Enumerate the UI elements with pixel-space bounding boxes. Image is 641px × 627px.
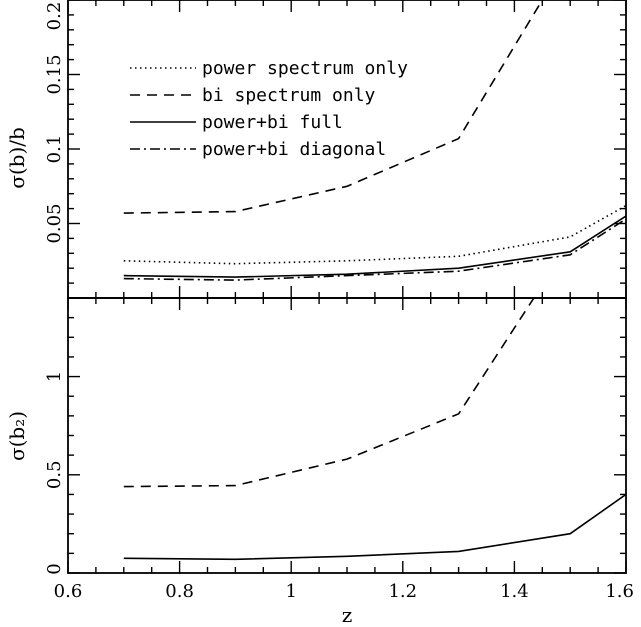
top-y-tick-label: 0.15 [44,54,65,94]
legend-entry-label: bi spectrum only [202,85,376,106]
bottom-y-tick-label: 0.5 [44,460,65,489]
x-tick-label: 0.6 [54,581,83,602]
x-tick-label: 1.6 [605,581,634,602]
bottom-series-solid-line [123,493,626,561]
top-series-dashed-line [123,0,543,214]
top-series-solid-line [123,215,626,278]
top-panel: 0.05 0.1 0.15 0.2 power spectrum only bi spec… [44,0,627,299]
bottom-y-tick-label: 1 [44,371,65,382]
x-axis-ticks: 0.6 0.8 1 1.2 1.4 1.6 [54,581,634,602]
bottom-plot-frame [67,297,627,574]
top-y-axis-label: σ(b)/b [5,127,29,189]
x-tick-label: 1.2 [388,581,417,602]
bottom-panel: 00.51 [44,297,627,575]
x-tick-label: 0.8 [165,581,194,602]
bottom-y-axis-label: σ(b₂) [5,411,29,461]
x-axis-label: z [342,603,353,627]
legend-entry-label: power+bi diagonal [202,139,386,160]
top-y-tick-label: 0.2 [44,2,65,31]
top-series-dashdot-line [123,218,626,281]
bottom-series-dashed-line [123,298,535,488]
x-tick-label: 1 [285,581,296,602]
legend-entry-label: power+bi full [202,112,343,133]
legend: power spectrum only bi spectrum only power… [130,58,408,160]
legend-entry-label: power spectrum only [202,58,408,79]
top-y-tick-label: 0.1 [44,135,65,164]
top-y-tick-label: 0.05 [44,203,65,243]
bottom-y-tick-label: 0 [44,563,65,574]
x-tick-label: 1.4 [500,581,529,602]
